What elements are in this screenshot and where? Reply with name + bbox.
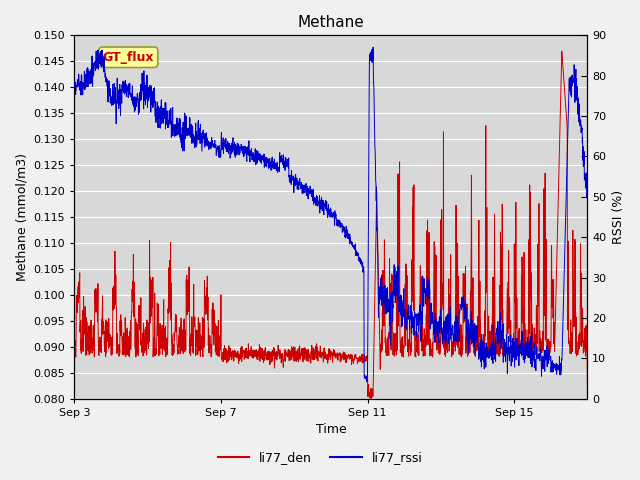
X-axis label: Time: Time [316,423,346,436]
Y-axis label: Methane (mmol/m3): Methane (mmol/m3) [15,153,28,281]
Title: Methane: Methane [298,15,364,30]
Text: GT_flux: GT_flux [102,51,154,64]
Y-axis label: RSSI (%): RSSI (%) [612,190,625,244]
Legend: li77_den, li77_rssi: li77_den, li77_rssi [212,446,428,469]
